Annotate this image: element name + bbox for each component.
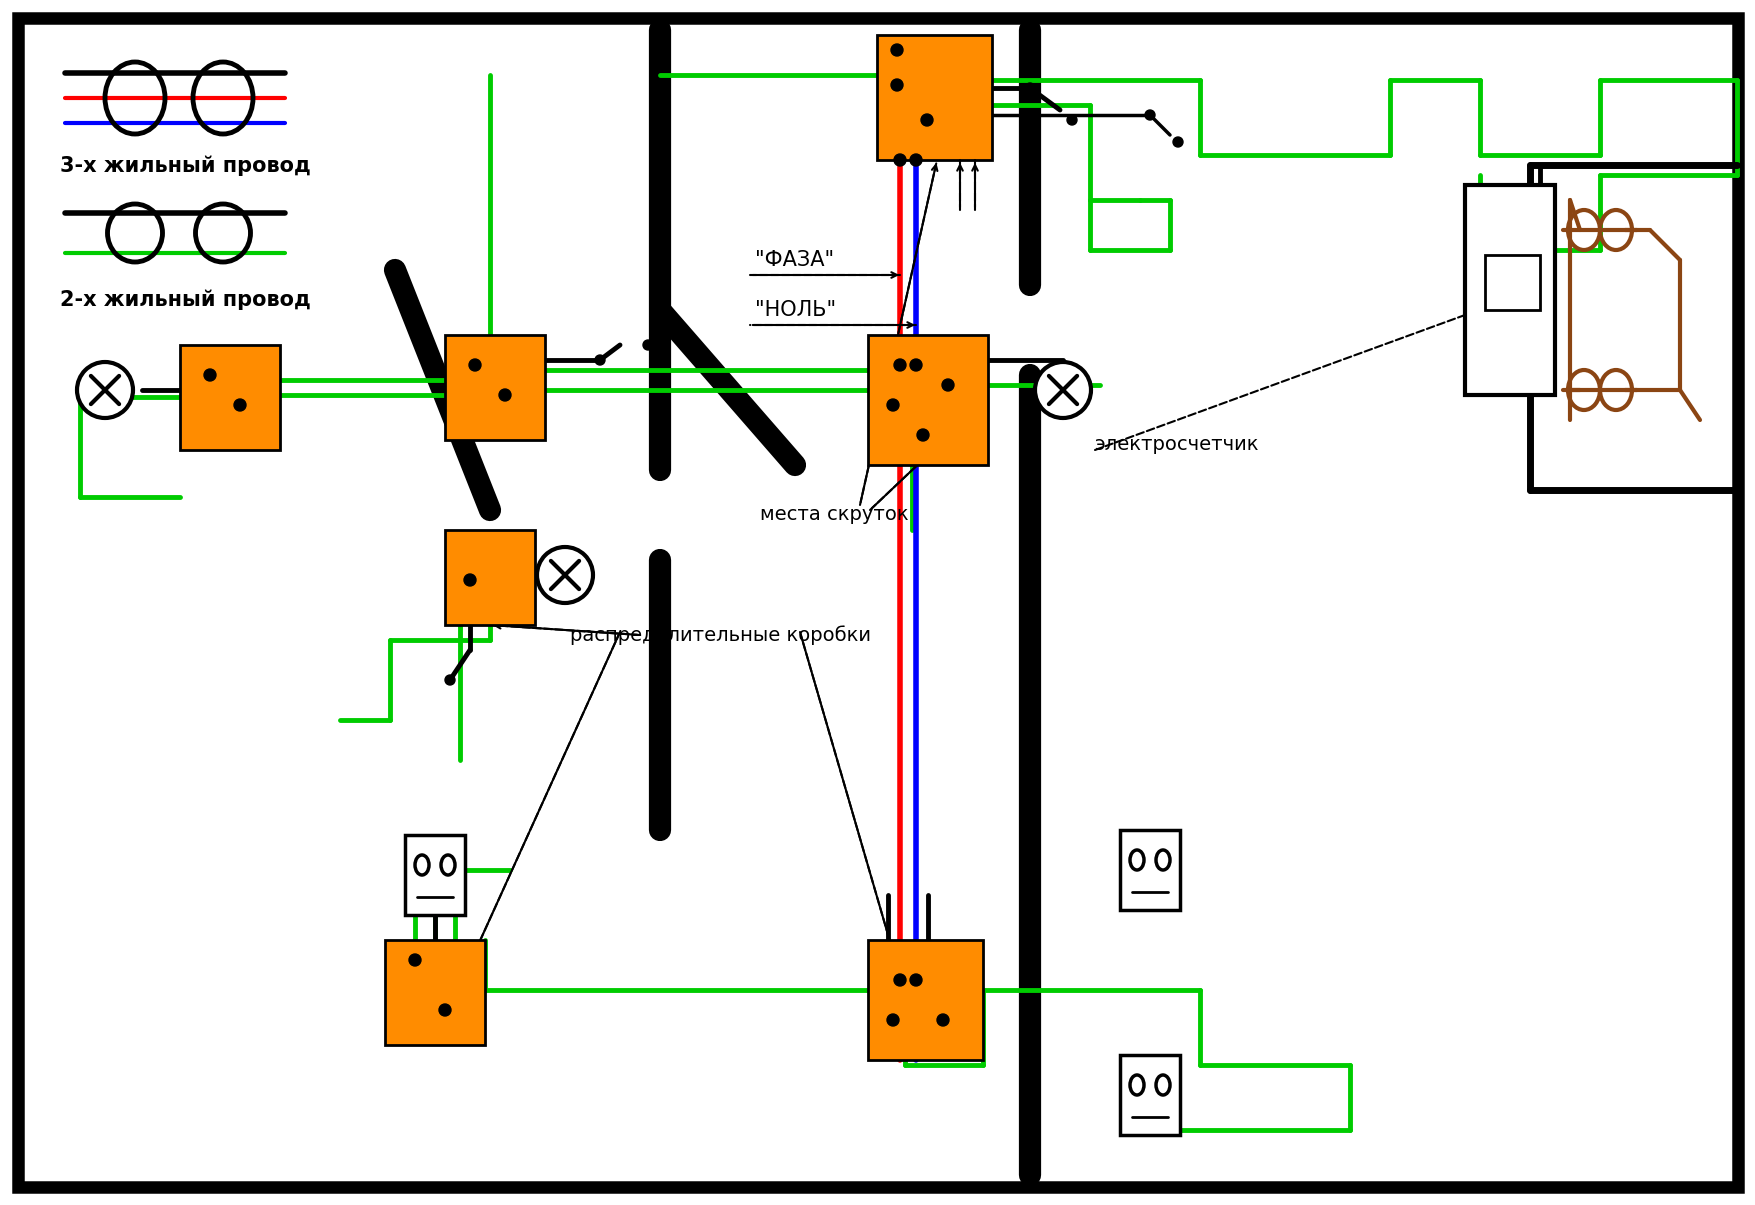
Circle shape — [444, 675, 455, 684]
Circle shape — [204, 369, 216, 381]
Bar — [867, 940, 983, 1060]
Circle shape — [595, 355, 605, 365]
Circle shape — [909, 359, 921, 371]
Bar — [181, 345, 279, 449]
Text: места скруток: места скруток — [760, 505, 907, 524]
Circle shape — [893, 154, 906, 166]
Circle shape — [439, 1004, 451, 1016]
Text: "НОЛЬ": "НОЛЬ" — [755, 300, 835, 321]
Circle shape — [941, 380, 953, 390]
Circle shape — [909, 974, 921, 986]
Circle shape — [890, 80, 902, 92]
Bar — [444, 530, 535, 625]
Text: "ФАЗА": "ФАЗА" — [755, 249, 834, 270]
Circle shape — [1144, 110, 1155, 121]
Ellipse shape — [1034, 362, 1090, 418]
Bar — [876, 35, 992, 160]
Circle shape — [409, 954, 421, 966]
Circle shape — [909, 154, 921, 166]
Text: 2-х жильный провод: 2-х жильный провод — [60, 290, 311, 311]
Bar — [444, 335, 544, 440]
Bar — [1464, 186, 1555, 395]
Circle shape — [886, 399, 899, 411]
Bar — [405, 835, 465, 915]
Circle shape — [233, 399, 246, 411]
Circle shape — [469, 359, 481, 371]
Circle shape — [498, 389, 511, 401]
Ellipse shape — [537, 547, 593, 602]
Circle shape — [463, 574, 476, 586]
Bar — [867, 335, 988, 465]
Circle shape — [886, 1013, 899, 1025]
Circle shape — [1067, 114, 1076, 125]
Bar — [1485, 255, 1539, 310]
Bar — [384, 940, 484, 1045]
Circle shape — [893, 359, 906, 371]
Circle shape — [937, 1013, 948, 1025]
Circle shape — [916, 429, 928, 441]
Text: 3-х жильный провод: 3-х жильный провод — [60, 155, 311, 176]
Circle shape — [1025, 83, 1034, 93]
Bar — [1120, 830, 1179, 910]
Bar — [1120, 1056, 1179, 1135]
Circle shape — [920, 114, 932, 127]
Circle shape — [893, 974, 906, 986]
Text: распределительные коробки: распределительные коробки — [570, 625, 870, 645]
Circle shape — [1172, 137, 1183, 147]
Circle shape — [890, 45, 902, 55]
Text: электросчетчик: электросчетчик — [1095, 435, 1258, 454]
Circle shape — [642, 340, 653, 349]
Ellipse shape — [77, 362, 133, 418]
